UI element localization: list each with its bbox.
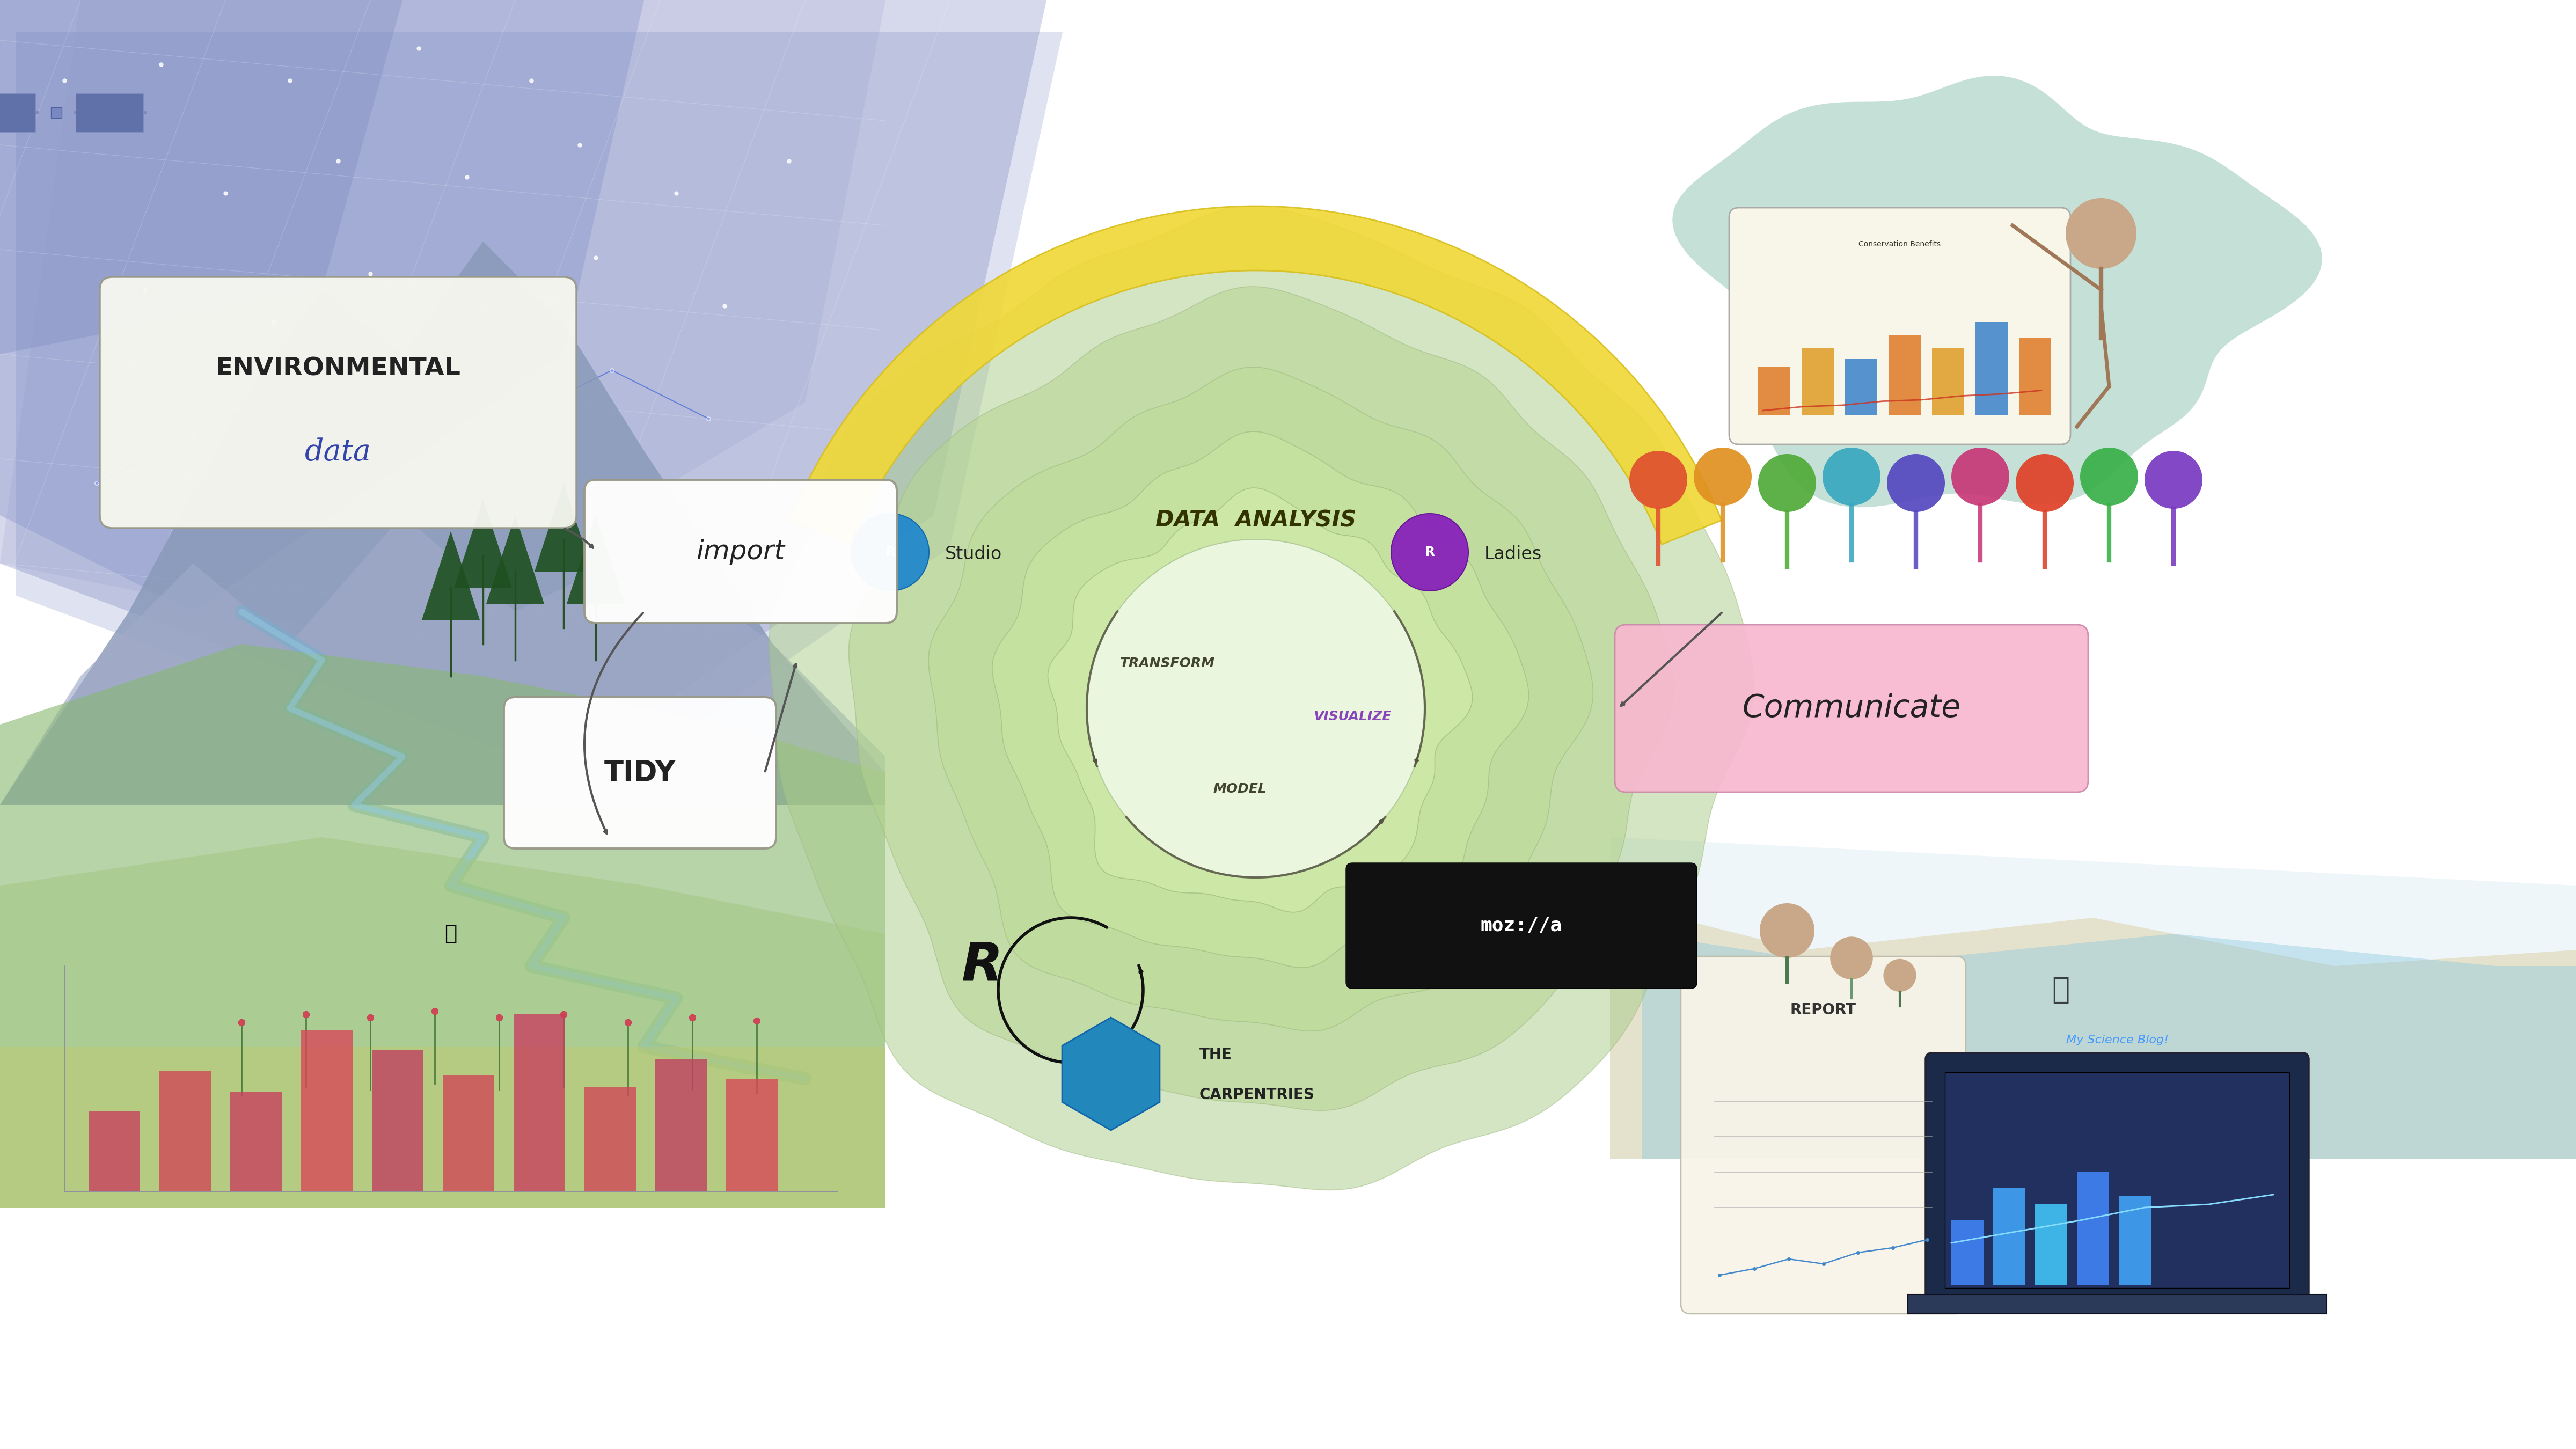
Bar — [513, 1014, 564, 1191]
Polygon shape — [0, 0, 1046, 772]
Circle shape — [853, 513, 930, 591]
FancyBboxPatch shape — [1615, 625, 2089, 793]
Polygon shape — [927, 367, 1592, 1032]
Text: moz://a: moz://a — [1481, 917, 1561, 935]
Text: Ladies: Ladies — [1484, 545, 1543, 562]
Circle shape — [1824, 448, 1880, 506]
Bar — [371, 1049, 422, 1191]
Text: R: R — [886, 546, 896, 559]
Circle shape — [1757, 454, 1816, 511]
Polygon shape — [1048, 488, 1473, 913]
Circle shape — [1953, 448, 2009, 506]
FancyBboxPatch shape — [1945, 1072, 2290, 1288]
Circle shape — [1087, 539, 1425, 878]
Bar — [1888, 335, 1922, 416]
Text: REPORT: REPORT — [1790, 1003, 1857, 1017]
Circle shape — [1883, 959, 1917, 991]
Bar — [301, 1030, 353, 1191]
Text: CARPENTRIES: CARPENTRIES — [1200, 1087, 1314, 1103]
Text: 🐝: 🐝 — [446, 923, 456, 943]
Polygon shape — [1610, 901, 2576, 1159]
Bar — [0, 93, 36, 132]
Bar — [1953, 1220, 1984, 1285]
Polygon shape — [1061, 1017, 1159, 1130]
Bar — [88, 1111, 139, 1191]
Polygon shape — [0, 1046, 886, 1207]
FancyBboxPatch shape — [1927, 1053, 2308, 1307]
Polygon shape — [1610, 838, 2576, 1159]
Polygon shape — [453, 498, 513, 588]
FancyBboxPatch shape — [1728, 207, 2071, 445]
Circle shape — [1829, 936, 1873, 980]
Polygon shape — [0, 0, 402, 354]
Polygon shape — [791, 206, 1721, 545]
Polygon shape — [0, 242, 886, 806]
Polygon shape — [536, 483, 592, 571]
Bar — [1909, 1294, 2326, 1314]
Circle shape — [2143, 451, 2202, 509]
Text: My Science Blog!: My Science Blog! — [2066, 1035, 2169, 1045]
Text: R: R — [1425, 546, 1435, 559]
FancyBboxPatch shape — [585, 480, 896, 623]
Text: Studio: Studio — [945, 545, 1002, 562]
FancyBboxPatch shape — [1682, 956, 1965, 1314]
Polygon shape — [0, 643, 886, 1207]
Polygon shape — [0, 0, 886, 643]
Polygon shape — [992, 432, 1528, 968]
Text: 🐋: 🐋 — [2053, 975, 2069, 1004]
Text: THE: THE — [1200, 1048, 1231, 1062]
Text: TIDY: TIDY — [605, 759, 675, 787]
Bar — [2035, 1204, 2069, 1285]
Circle shape — [2066, 199, 2136, 270]
Polygon shape — [422, 532, 479, 620]
Polygon shape — [850, 287, 1674, 1110]
Bar — [229, 1091, 281, 1191]
Bar — [1757, 367, 1790, 416]
Text: TRANSFORM: TRANSFORM — [1121, 656, 1216, 669]
Polygon shape — [0, 516, 886, 806]
Bar — [654, 1059, 706, 1191]
Polygon shape — [0, 0, 644, 611]
Text: ENVIRONMENTAL: ENVIRONMENTAL — [216, 356, 461, 381]
Bar — [2076, 1172, 2110, 1285]
Text: data: data — [304, 438, 371, 467]
Bar — [585, 1087, 636, 1191]
Text: VISUALIZE: VISUALIZE — [1314, 710, 1391, 723]
Text: Conservation Benefits: Conservation Benefits — [1860, 241, 1940, 248]
Polygon shape — [1672, 75, 2321, 507]
Text: DATA  ANALYSIS: DATA ANALYSIS — [1157, 509, 1355, 532]
Bar — [1932, 348, 1963, 416]
Circle shape — [2081, 448, 2138, 506]
Bar — [75, 93, 144, 132]
Bar — [1976, 322, 2007, 416]
Circle shape — [1391, 513, 1468, 591]
Polygon shape — [0, 838, 886, 1207]
Circle shape — [1759, 903, 1814, 958]
Circle shape — [1631, 451, 1687, 509]
Circle shape — [2017, 454, 2074, 511]
Bar — [2117, 1197, 2151, 1285]
Text: import: import — [696, 539, 786, 564]
FancyBboxPatch shape — [100, 277, 577, 527]
Bar — [1801, 348, 1834, 416]
Bar — [1994, 1188, 2025, 1285]
Bar — [160, 1071, 211, 1191]
Text: R: R — [961, 940, 1002, 993]
Polygon shape — [1643, 933, 2576, 1159]
Polygon shape — [15, 32, 1064, 806]
Bar — [1844, 359, 1878, 416]
Polygon shape — [567, 516, 626, 604]
Text: Communicate: Communicate — [1741, 693, 1960, 723]
Bar — [2020, 338, 2050, 416]
Circle shape — [1695, 448, 1752, 506]
FancyBboxPatch shape — [1347, 864, 1698, 988]
Bar — [443, 1075, 495, 1191]
Bar — [726, 1078, 778, 1191]
FancyBboxPatch shape — [505, 697, 775, 849]
Polygon shape — [770, 206, 1754, 1190]
Circle shape — [1886, 454, 1945, 511]
Polygon shape — [487, 516, 544, 604]
Text: MODEL: MODEL — [1213, 782, 1267, 796]
